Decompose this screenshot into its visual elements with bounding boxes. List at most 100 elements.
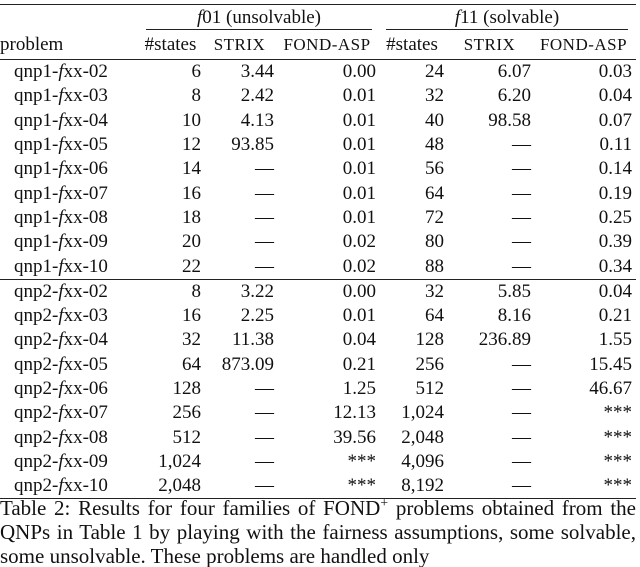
value-cell: — [512, 353, 532, 375]
value-cell: — [512, 231, 532, 253]
value-cell: — [255, 378, 274, 399]
table-row: qnp2-fxx-07 256 — 12.13 1,024 — *** [0, 401, 636, 425]
table-row: qnp2-fxx-05 64 873.09 0.21 256 — 15.45 [0, 353, 636, 377]
value-cell: 11.38 [231, 329, 274, 351]
table-row: qnp2-fxx-03 16 2.25 0.01 64 8.16 0.21 [0, 304, 636, 328]
value-cell: 64 [425, 182, 445, 204]
column-header: STRIX [205, 31, 278, 60]
column-header: FOND-ASP [535, 31, 637, 60]
table-row: qnp2-fxx-02 8 3.22 0.00 32 5.85 0.04 [0, 278, 637, 304]
value-cell: 256 [172, 402, 202, 424]
problem-part: qnp1- [14, 182, 59, 204]
value-cell: — [255, 426, 274, 448]
group-var: f [454, 6, 461, 28]
value-cell: 0.21 [598, 305, 633, 327]
value-cell: 0.07 [598, 109, 633, 131]
value-cell: 12.13 [333, 402, 377, 424]
problem-part: qnp2- [14, 353, 59, 375]
problem-part: f [58, 475, 64, 497]
value-cell: 0.19 [598, 182, 633, 204]
problem-part: qnp1- [14, 206, 59, 228]
value-cell: 72 [425, 206, 445, 228]
value-cell: 0.04 [535, 278, 637, 304]
problem-part: xx-05 [63, 134, 108, 156]
results-table: f01 (unsolvable) f11 (solvable) problem #st… [0, 4, 637, 500]
header-row: problem #states STRIX FOND-ASP #states STRIX F… [0, 31, 637, 60]
problem-part: xx-03 [63, 85, 108, 107]
value-cell: — [512, 450, 532, 472]
value-cell: 0.14 [598, 158, 633, 180]
caption-text: problems obtained from the QNPs in Table… [0, 496, 636, 567]
problem-cell: qnp2-fxx-07 [0, 401, 140, 425]
value-cell: 0.01 [342, 109, 377, 131]
value-cell: 20 [182, 231, 201, 253]
value-cell: 2.42 [240, 85, 274, 107]
value-cell: 12 [182, 134, 201, 156]
problem-cell: qnp1-fxx-05 [0, 133, 140, 157]
value-cell: 39.56 [333, 426, 377, 448]
value-cell: 236.89 [478, 329, 532, 351]
value-cell: 16 [182, 305, 201, 327]
value-cell: 80 [425, 231, 445, 253]
table-row: qnp1-fxx-07 16 — 0.01 64 — 0.19 [0, 181, 636, 205]
problem-part: xx-04 [63, 109, 108, 131]
problem-part: f [58, 353, 64, 375]
problem-cell: qnp1-fxx-04 [0, 109, 140, 133]
value-cell: — [255, 158, 274, 180]
value-cell: 22 [182, 255, 201, 277]
problem-part: qnp2- [14, 426, 59, 448]
problem-cell: qnp1-fxx-02 [0, 59, 140, 85]
header-row: f01 (unsolvable) f11 (solvable) [0, 4, 637, 31]
problem-part: xx-10 [63, 475, 108, 497]
problem-cell: qnp1-fxx-06 [0, 157, 140, 181]
problem-part: f [58, 402, 64, 424]
value-cell: 0.25 [598, 206, 633, 228]
value-cell: — [512, 158, 532, 180]
value-cell: 0.11 [599, 134, 633, 156]
problem-cell: qnp2-fxx-06 [0, 377, 140, 401]
problem-part: f [58, 255, 64, 277]
value-cell: *** [278, 474, 381, 500]
caption: Table 2: Results for four families of FO… [0, 492, 636, 567]
table-row: qnp1-fxx-02 6 3.44 0.00 24 6.07 0.03 [0, 59, 637, 85]
value-cell: 56 [425, 158, 445, 180]
caption-text: Table 2: Results for four families of FO… [0, 496, 381, 520]
value-cell: — [255, 182, 274, 204]
problem-cell: qnp1-fxx-09 [0, 230, 140, 254]
problem-part: qnp2- [14, 402, 59, 424]
value-cell: 0.01 [342, 206, 377, 228]
value-cell: — [512, 206, 532, 228]
value-cell: 0.21 [342, 353, 377, 375]
value-cell: 1,024 [401, 402, 445, 424]
value-cell: — [255, 255, 274, 277]
problem-part: xx-06 [63, 158, 108, 180]
problem-cell: qnp2-fxx-05 [0, 353, 140, 377]
value-cell: — [512, 402, 532, 424]
problem-part: xx-03 [63, 305, 108, 327]
value-cell: — [255, 402, 274, 424]
problem-part: xx-10 [63, 255, 108, 277]
problem-part: xx-08 [63, 206, 108, 228]
problem-part: qnp2- [14, 475, 59, 497]
value-cell: 873.09 [221, 353, 274, 375]
problem-part: qnp2- [14, 305, 59, 327]
value-cell: *** [603, 450, 633, 472]
value-cell: 2.25 [240, 305, 274, 327]
problem-part: f [58, 109, 64, 131]
problem-part: qnp1- [14, 85, 59, 107]
value-cell: 3.44 [205, 59, 278, 85]
value-cell: *** [603, 426, 633, 448]
value-cell: *** [535, 474, 637, 500]
problem-cell: qnp2-fxx-10 [0, 474, 140, 500]
group-var: f [197, 6, 203, 28]
problem-cell: qnp2-fxx-04 [0, 328, 140, 352]
value-cell: 32 [425, 85, 445, 107]
problem-part: f [58, 305, 64, 327]
table-row: qnp2-fxx-04 32 11.38 0.04 128 236.89 1.55 [0, 328, 636, 352]
value-cell: — [512, 378, 532, 399]
value-cell: 0.02 [342, 255, 377, 277]
table-row: qnp1-fxx-10 22 — 0.02 88 — 0.34 [0, 254, 636, 279]
table-row: qnp2-fxx-10 2,048— *** 8,192— *** [0, 474, 637, 500]
group-text: 01 (unsolvable) [202, 6, 322, 28]
problem-part: xx-07 [63, 182, 108, 204]
